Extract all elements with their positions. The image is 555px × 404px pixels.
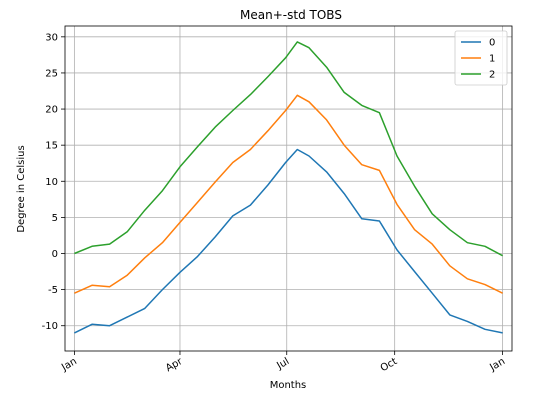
x-tick-label: Jan: [59, 356, 79, 374]
x-axis: Jan Apr Jul Oct Jan: [59, 351, 507, 374]
x-tick-label: Oct: [379, 356, 400, 374]
y-tick-label: 30: [45, 32, 58, 43]
x-axis-label: Months: [270, 380, 307, 391]
y-tick-label: 10: [45, 177, 58, 188]
y-axis: -10 -5 0 5 10 15 20 25 30: [42, 32, 65, 332]
y-axis-label: Degree in Celsius: [16, 145, 27, 232]
chart-title: Mean+-std TOBS: [240, 8, 342, 22]
x-tick-label: Jan: [487, 356, 507, 374]
y-tick-label: -5: [48, 285, 58, 296]
x-tick-label: Jul: [274, 356, 291, 372]
series-1-line: [74, 94, 503, 294]
y-tick-label: 0: [52, 249, 58, 260]
y-tick-label: 25: [45, 68, 58, 79]
grid-lines: [65, 26, 512, 351]
legend: 0 1 2: [454, 30, 508, 86]
y-tick-label: -10: [42, 321, 58, 332]
legend-label-0: 0: [489, 38, 495, 49]
y-tick-label: 5: [52, 213, 58, 224]
y-tick-label: 15: [45, 141, 58, 152]
series-lines: [74, 41, 503, 334]
legend-label-2: 2: [489, 70, 495, 81]
series-0-line: [74, 148, 503, 334]
x-tick-label: Apr: [164, 356, 185, 375]
series-2-line: [74, 41, 503, 257]
plot-frame: [64, 25, 513, 352]
y-tick-label: 20: [45, 105, 58, 116]
legend-label-1: 1: [489, 54, 495, 65]
